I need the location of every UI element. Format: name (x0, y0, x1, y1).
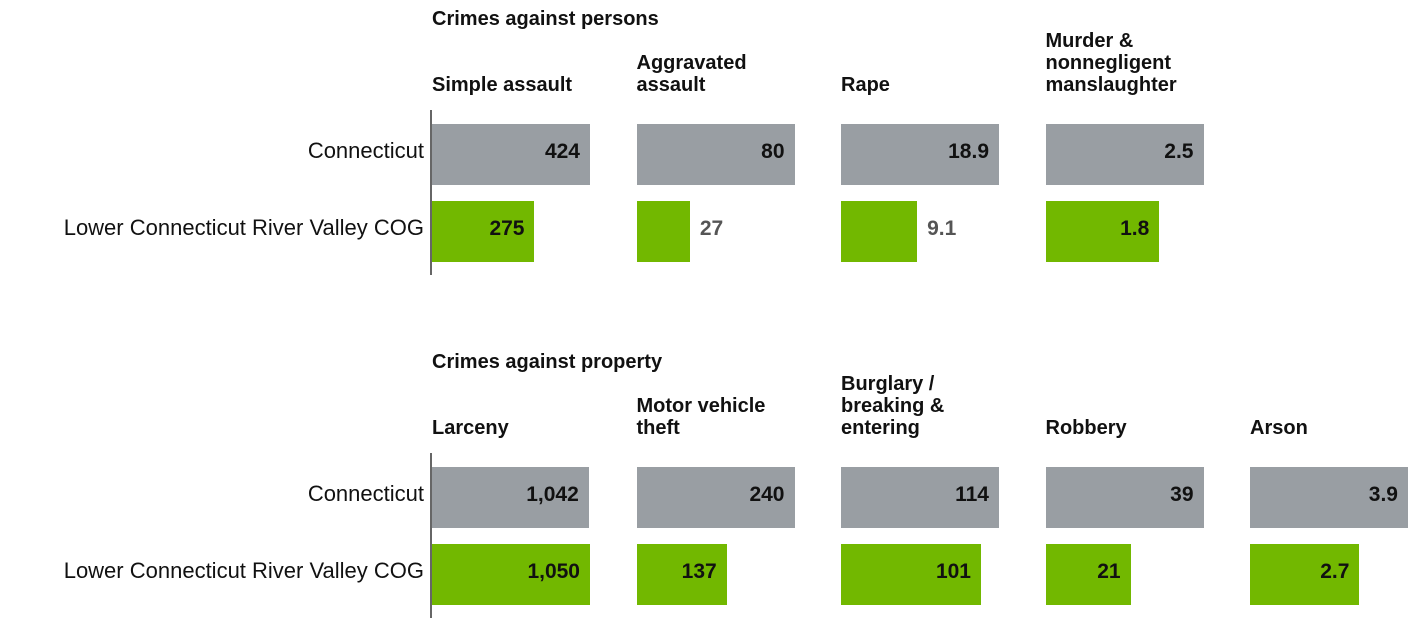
row-label: Connecticut (307, 481, 424, 506)
panel-title: Simple assault (432, 74, 573, 96)
value-label: 80 (761, 140, 785, 163)
group-title: Crimes against property (432, 351, 663, 373)
value-label: 2.5 (1164, 140, 1194, 163)
value-label: 2.7 (1320, 560, 1350, 583)
bar (841, 124, 999, 185)
bar (636, 124, 795, 185)
panel-title: Robbery (1045, 417, 1127, 439)
value-label: 1,050 (527, 560, 580, 583)
group-title: Crimes against persons (432, 8, 659, 30)
panel-title: Aggravated assault (636, 52, 747, 96)
bar (432, 124, 590, 185)
bar (1250, 467, 1408, 528)
bar (841, 467, 999, 528)
axis-line (430, 453, 432, 618)
bar (841, 544, 981, 605)
panel-title: Burglary / breaking & entering (841, 373, 945, 439)
bar (432, 544, 590, 605)
value-label: 27 (699, 217, 724, 240)
value-label: 39 (1170, 483, 1194, 506)
bar (841, 201, 918, 262)
value-label: 137 (681, 560, 717, 583)
bar (432, 201, 535, 262)
row-label: Lower Connecticut River Valley COG (63, 558, 424, 583)
panel-title: Rape (841, 74, 890, 96)
value-label: 240 (749, 483, 785, 506)
value-label: 424 (544, 140, 580, 163)
value-label: 275 (489, 217, 525, 240)
value-label: 21 (1097, 560, 1121, 583)
value-label: 18.9 (948, 140, 989, 163)
bar (1045, 544, 1131, 605)
bar (1045, 124, 1204, 185)
bar (432, 467, 589, 528)
bar (636, 544, 727, 605)
value-label: 1.8 (1120, 217, 1150, 240)
row-label: Lower Connecticut River Valley COG (63, 215, 424, 240)
value-label: 3.9 (1368, 483, 1398, 506)
bar (636, 201, 690, 262)
bar (1250, 544, 1360, 605)
panel-title: Motor vehicle theft (636, 395, 766, 439)
bar (1045, 467, 1204, 528)
panel-title: Larceny (432, 417, 509, 439)
value-label: 9.1 (927, 217, 957, 240)
value-label: 101 (935, 560, 971, 583)
bar (636, 467, 795, 528)
bar (1045, 201, 1160, 262)
row-label: Connecticut (307, 138, 424, 163)
value-label: 114 (955, 483, 989, 506)
panel-title: Arson (1250, 417, 1308, 439)
axis-line (430, 110, 432, 275)
value-label: 1,042 (526, 483, 579, 506)
panel-title: Murder & nonnegligent manslaughter (1045, 30, 1177, 96)
